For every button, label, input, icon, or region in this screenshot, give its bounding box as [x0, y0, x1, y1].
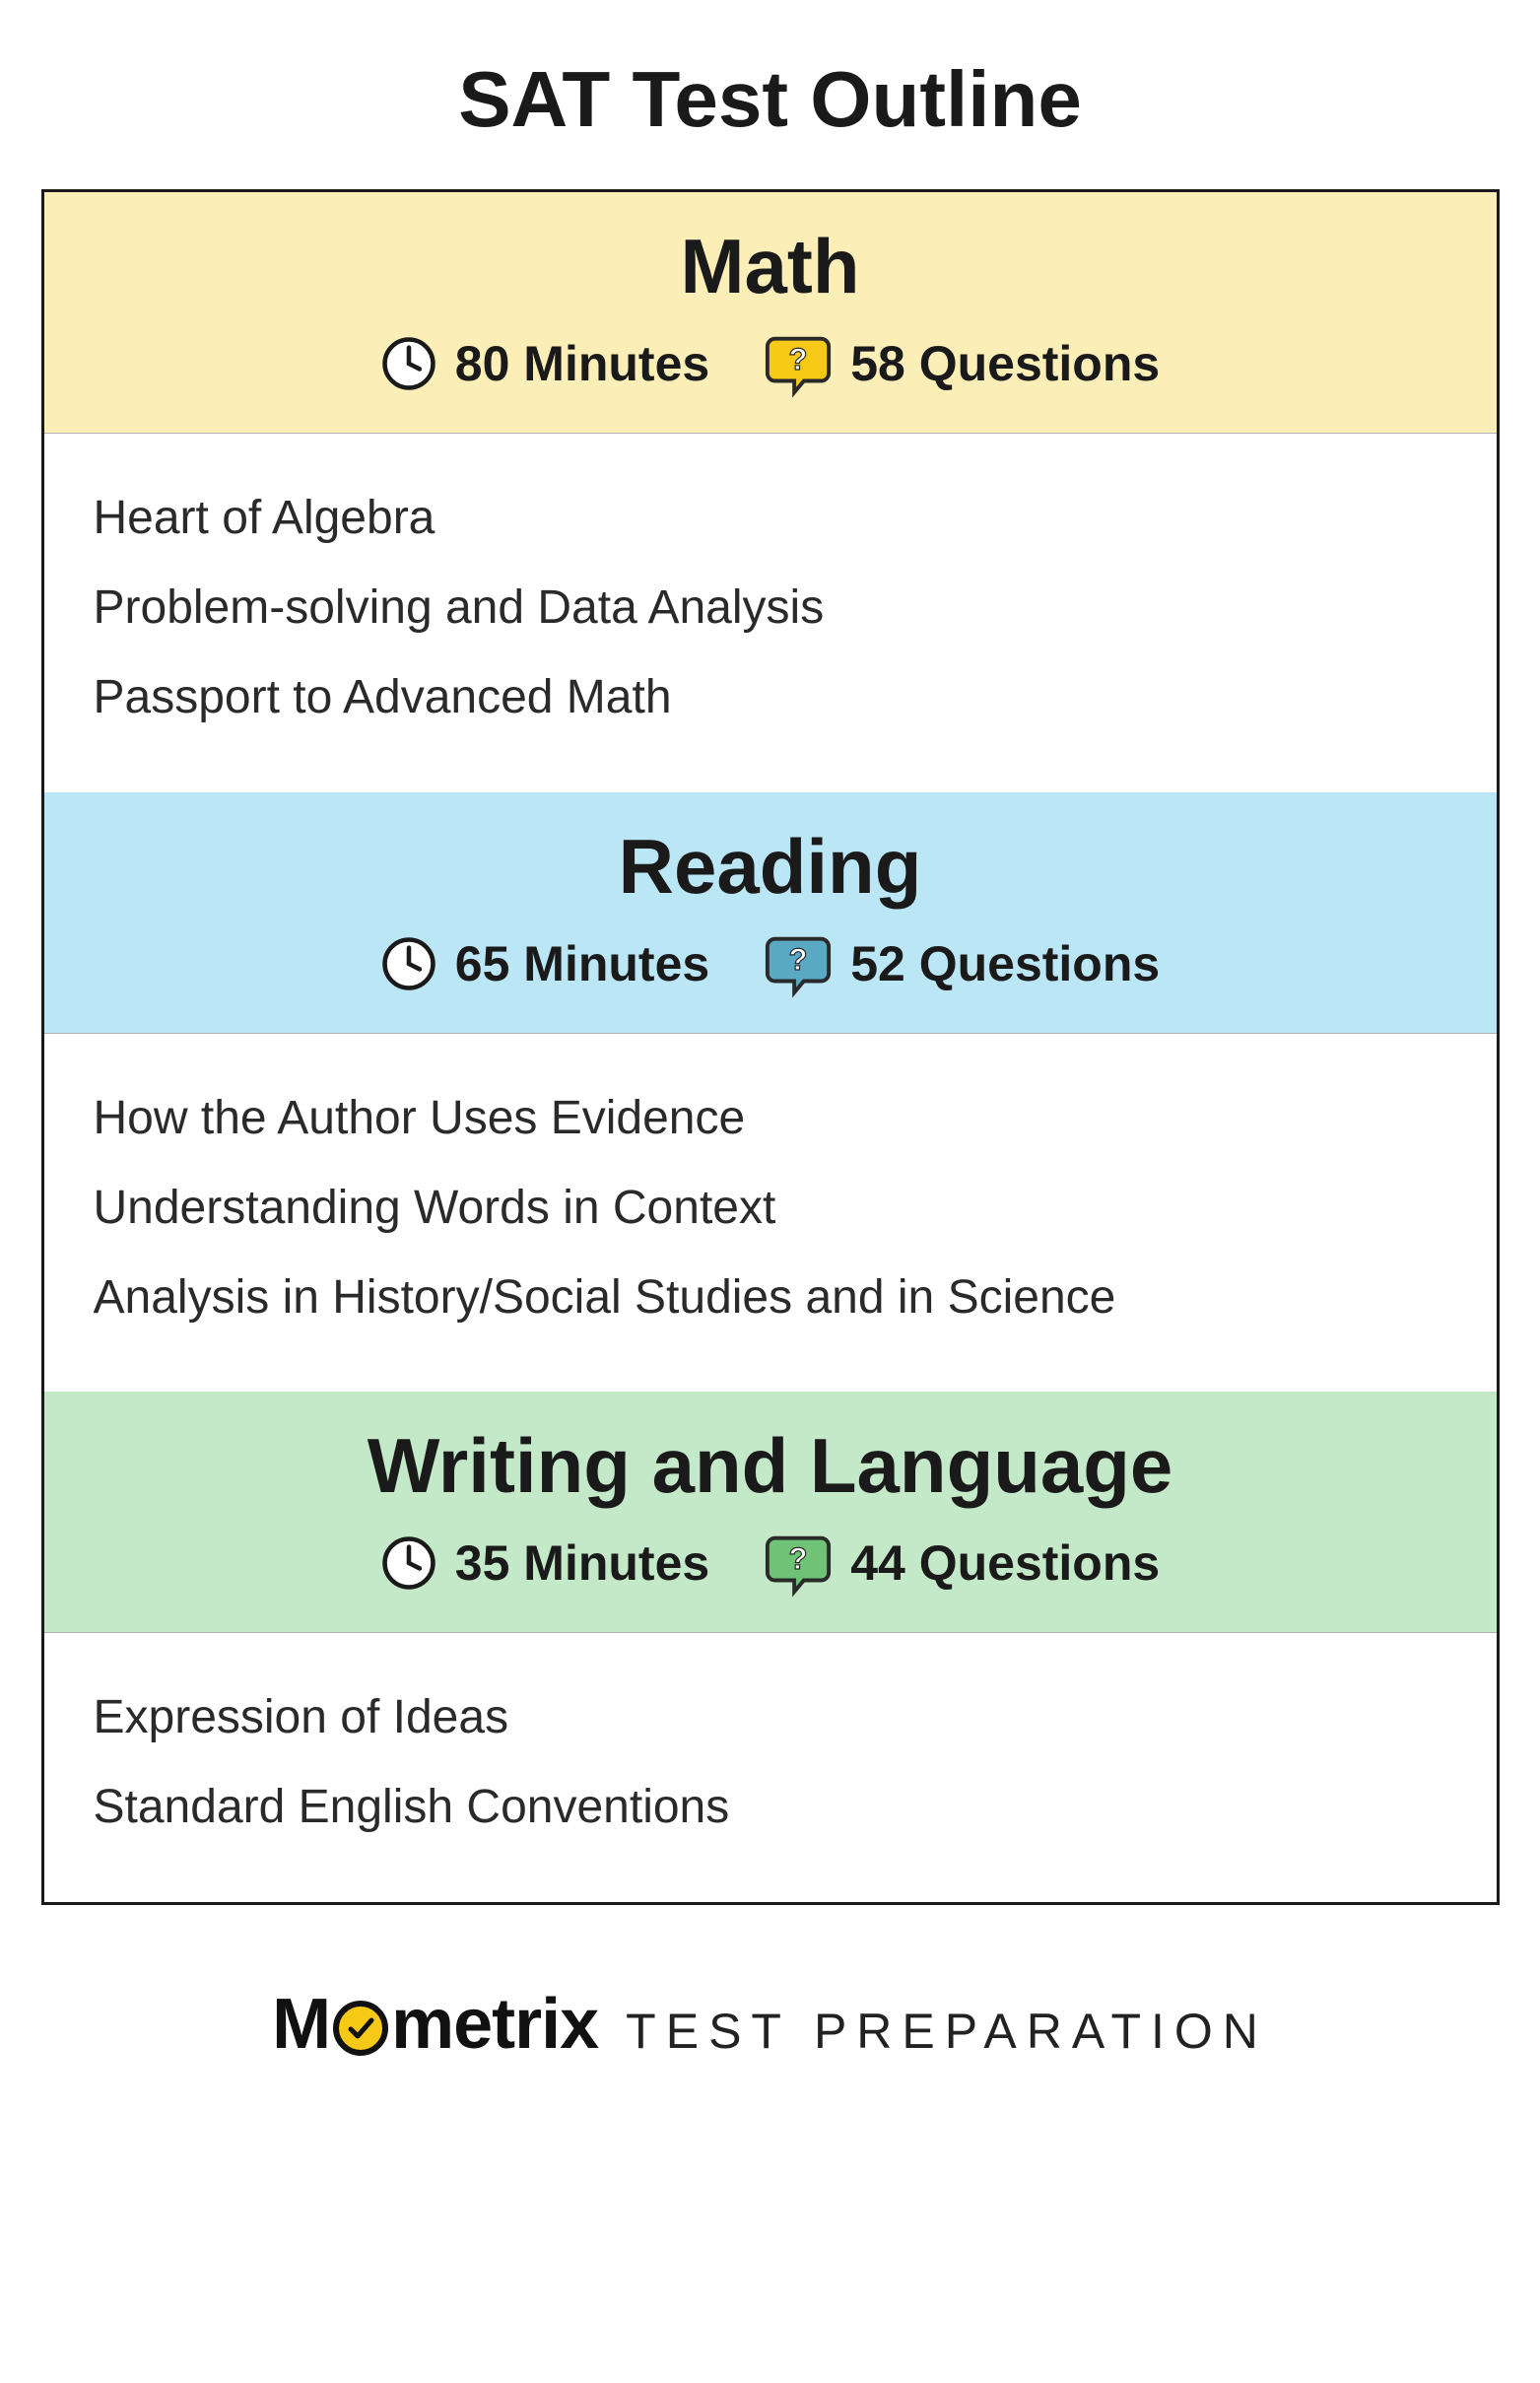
topic-item: Understanding Words in Context — [94, 1163, 1447, 1253]
topic-item: Expression of Ideas — [94, 1672, 1447, 1762]
section-meta: 35 Minutes ? 44 Questions — [64, 1529, 1477, 1598]
topic-item: Analysis in History/Social Studies and i… — [94, 1253, 1447, 1342]
time-meta: 35 Minutes — [380, 1534, 709, 1592]
topic-item: Passport to Advanced Math — [94, 652, 1447, 742]
questions-label: 52 Questions — [850, 935, 1160, 992]
clock-icon — [380, 935, 437, 992]
time-label: 80 Minutes — [455, 335, 709, 392]
section-topics-writing: Expression of Ideas Standard English Con… — [44, 1633, 1497, 1901]
brand-o-icon — [333, 2001, 388, 2056]
time-label: 65 Minutes — [455, 935, 709, 992]
questions-meta: ? 44 Questions — [764, 1529, 1160, 1598]
brand-pre: M — [272, 1984, 330, 2065]
page-title: SAT Test Outline — [458, 54, 1082, 145]
topic-item: Heart of Algebra — [94, 473, 1447, 563]
section-header-writing: Writing and Language 35 Minutes ? 44 Que… — [44, 1392, 1497, 1633]
svg-text:?: ? — [789, 941, 808, 976]
brand-logo: M metrix — [272, 1984, 598, 2065]
outline-container: Math 80 Minutes ? 58 Questions Heart of … — [41, 189, 1500, 1905]
footer-brand: M metrix TEST PREPARATION — [272, 1984, 1268, 2065]
questions-label: 58 Questions — [850, 335, 1160, 392]
time-label: 35 Minutes — [455, 1534, 709, 1592]
question-bubble-icon: ? — [764, 1529, 833, 1598]
svg-text:?: ? — [789, 342, 808, 376]
clock-icon — [380, 335, 437, 392]
section-header-math: Math 80 Minutes ? 58 Questions — [44, 192, 1497, 434]
section-topics-math: Heart of Algebra Problem-solving and Dat… — [44, 434, 1497, 792]
questions-meta: ? 52 Questions — [764, 929, 1160, 998]
time-meta: 65 Minutes — [380, 935, 709, 992]
brand-post: metrix — [391, 1984, 598, 2065]
question-bubble-icon: ? — [764, 329, 833, 398]
time-meta: 80 Minutes — [380, 335, 709, 392]
section-title: Writing and Language — [64, 1421, 1477, 1511]
section-topics-reading: How the Author Uses Evidence Understandi… — [44, 1034, 1497, 1393]
section-title: Math — [64, 222, 1477, 311]
section-title: Reading — [64, 822, 1477, 912]
section-meta: 65 Minutes ? 52 Questions — [64, 929, 1477, 998]
section-meta: 80 Minutes ? 58 Questions — [64, 329, 1477, 398]
topic-item: Standard English Conventions — [94, 1762, 1447, 1852]
questions-label: 44 Questions — [850, 1534, 1160, 1592]
section-header-reading: Reading 65 Minutes ? 52 Questions — [44, 792, 1497, 1034]
brand-tagline: TEST PREPARATION — [626, 2003, 1268, 2060]
questions-meta: ? 58 Questions — [764, 329, 1160, 398]
topic-item: How the Author Uses Evidence — [94, 1073, 1447, 1163]
topic-item: Problem-solving and Data Analysis — [94, 563, 1447, 652]
clock-icon — [380, 1534, 437, 1592]
question-bubble-icon: ? — [764, 929, 833, 998]
svg-text:?: ? — [789, 1541, 808, 1576]
